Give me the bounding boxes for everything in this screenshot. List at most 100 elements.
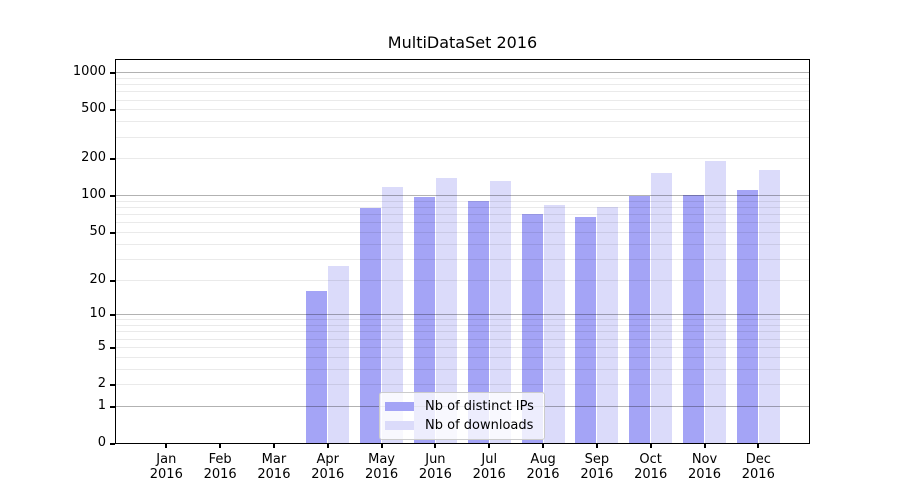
x-tick-jun (434, 443, 437, 448)
x-tick-dec (757, 443, 760, 448)
y-tick-100 (110, 195, 115, 198)
legend: Nb of distinct IPs Nb of downloads (379, 392, 545, 440)
gridline-minor-50 (116, 232, 809, 234)
bar-ips-aug (521, 214, 543, 443)
gridline-major-100 (116, 195, 809, 197)
x-tick-aug (542, 443, 545, 448)
y-tick-label-1: 1 (97, 397, 106, 413)
gridline-minor-30 (116, 258, 809, 260)
bar-downloads-dec (758, 169, 780, 443)
y-tick-label-100: 100 (81, 187, 106, 203)
x-tick-label-feb: Feb 2016 (203, 452, 237, 482)
x-tick-label-jan: Jan 2016 (149, 452, 183, 482)
y-tick-label-1000: 1000 (72, 64, 106, 80)
gridline-minor-9 (116, 319, 809, 321)
y-tick-label-10: 10 (89, 306, 106, 322)
gridline-minor-3 (116, 368, 809, 370)
gridline-major-10 (116, 314, 809, 316)
bar-ips-oct (629, 196, 651, 443)
bar-ips-apr (306, 290, 328, 443)
gridline-minor-300 (116, 136, 809, 138)
y-tick-label-5: 5 (97, 338, 106, 354)
gridline-minor-20 (116, 279, 809, 281)
y-tick-10 (110, 314, 115, 317)
y-tick-label-20: 20 (89, 271, 106, 287)
gridline-minor-6 (116, 338, 809, 340)
gridline-minor-2 (116, 384, 809, 386)
y-tick-1000 (110, 72, 115, 75)
y-tick-50 (110, 232, 115, 235)
gridline-minor-90 (116, 200, 809, 202)
gridline-minor-500 (116, 109, 809, 111)
gridline-minor-80 (116, 207, 809, 209)
x-tick-label-mar: Mar 2016 (257, 452, 291, 482)
gridline-minor-200 (116, 158, 809, 160)
legend-item-downloads: Nb of downloads (385, 416, 538, 435)
x-tick-oct (649, 443, 652, 448)
bar-downloads-may (382, 186, 404, 443)
y-tick-200 (110, 158, 115, 161)
x-tick-label-oct: Oct 2016 (634, 452, 668, 482)
bar-downloads-apr (328, 266, 350, 443)
x-tick-jan (165, 443, 168, 448)
bar-ips-jun (413, 196, 435, 443)
x-tick-label-may: May 2016 (365, 452, 399, 482)
bar-downloads-sep (597, 207, 619, 443)
legend-label-downloads: Nb of downloads (425, 418, 534, 433)
x-tick-label-dec: Dec 2016 (741, 452, 775, 482)
bar-ips-sep (575, 216, 597, 443)
x-tick-may (380, 443, 383, 448)
bar-downloads-nov (705, 161, 726, 443)
plot-area: Nb of distinct IPs Nb of downloads 0 1 2 5 1… (73, 59, 810, 482)
y-tick-label-50: 50 (89, 224, 106, 240)
x-tick-label-aug: Aug 2016 (526, 452, 560, 482)
y-tick-20 (110, 279, 115, 282)
x-tick-nov (703, 443, 706, 448)
gridline-major-1000 (116, 72, 809, 74)
bar-downloads-aug (543, 204, 565, 443)
gridline-minor-70 (116, 214, 809, 216)
x-tick-sep (595, 443, 598, 448)
y-tick-label-2: 2 (97, 376, 106, 392)
bar-downloads-jul (489, 181, 511, 443)
x-tick-jul (488, 443, 491, 448)
gridline-minor-40 (116, 243, 809, 245)
gridline-minor-7 (116, 331, 809, 333)
gridline-minor-400 (116, 121, 809, 123)
chart-title: MultiDataSet 2016 (387, 33, 538, 52)
legend-swatch-distinct-ips (385, 402, 414, 411)
x-tick-label-apr: Apr 2016 (311, 452, 345, 482)
bar-ips-nov (683, 194, 704, 443)
gridline-minor-5 (116, 346, 809, 348)
gridline-minor-800 (116, 84, 809, 86)
y-tick-label-0: 0 (97, 435, 106, 450)
legend-label-distinct-ips: Nb of distinct IPs (425, 399, 534, 414)
y-tick-1 (110, 405, 115, 408)
y-tick-2 (110, 384, 115, 387)
y-tick-0 (110, 443, 115, 445)
y-tick-5 (110, 346, 115, 349)
legend-item-distinct-ips: Nb of distinct IPs (385, 397, 538, 416)
bar-downloads-oct (651, 173, 673, 443)
gridline-minor-60 (116, 222, 809, 224)
x-tick-feb (219, 443, 222, 448)
x-tick-label-jun: Jun 2016 (418, 452, 452, 482)
legend-swatch-downloads (385, 421, 414, 430)
x-tick-apr (326, 443, 329, 448)
gridline-minor-900 (116, 77, 809, 79)
bar-ips-may (360, 207, 382, 443)
bar-downloads-jun (435, 178, 457, 443)
y-tick-500 (110, 109, 115, 112)
gridline-minor-8 (116, 325, 809, 327)
x-tick-label-jul: Jul 2016 (472, 452, 506, 482)
gridline-minor-600 (116, 99, 809, 101)
x-tick-label-sep: Sep 2016 (580, 452, 614, 482)
bar-ips-jul (467, 200, 489, 443)
gridline-minor-4 (116, 356, 809, 358)
gridline-minor-700 (116, 91, 809, 93)
bar-ips-dec (736, 189, 758, 443)
x-tick-label-nov: Nov 2016 (687, 452, 722, 482)
x-tick-mar (272, 443, 275, 448)
y-tick-label-500: 500 (81, 101, 106, 117)
